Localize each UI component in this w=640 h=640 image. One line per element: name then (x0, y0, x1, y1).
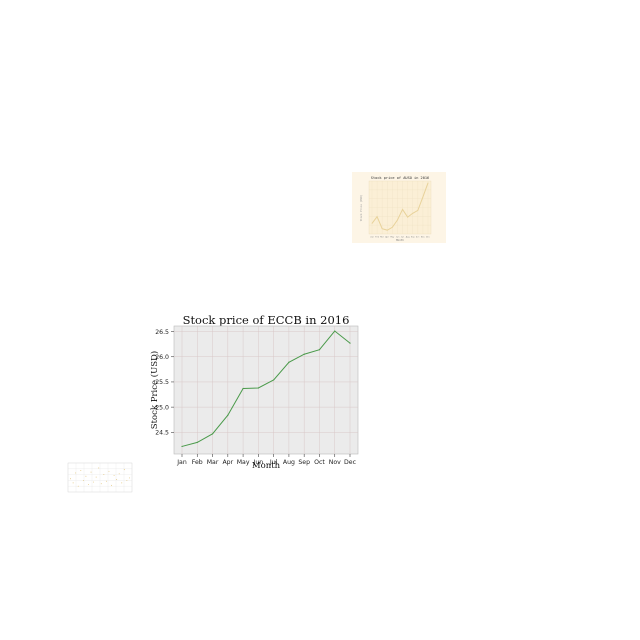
scatter-point (113, 474, 115, 476)
y-axis-label: Stock Price (USD) (149, 351, 160, 429)
data-points (181, 330, 351, 448)
thumbnail-x-tick-label: Mar (380, 237, 385, 239)
thumbnail-x-tick-label: May (390, 237, 395, 239)
data-point (242, 387, 244, 390)
x-tick-label: Nov (329, 459, 341, 466)
scatter-point (103, 474, 105, 476)
scatter-point (85, 475, 87, 477)
thumbnail-x-tick-label: Aug (406, 236, 411, 239)
data-point (211, 433, 214, 435)
scatter-point (121, 482, 123, 484)
y-tick-label: 24.5 (155, 430, 169, 437)
thumbnail-x-tick-label: Feb (375, 237, 380, 239)
scatter-point (108, 470, 110, 472)
thumbnail-y-label: Stock Price (USD) (359, 194, 363, 221)
scatter-point (70, 478, 72, 480)
data-point (303, 353, 305, 355)
scatter-point (98, 467, 100, 469)
scatter-point (105, 480, 107, 482)
thumbnail-series-line (371, 182, 429, 231)
scatter-point (82, 479, 84, 481)
scatter-point (90, 471, 92, 473)
thumbnail-point (407, 216, 409, 218)
thumbnail-point (402, 209, 403, 210)
scatter-point (116, 479, 118, 481)
data-point (349, 342, 351, 344)
scatter-point (123, 469, 125, 471)
thumbnail-x-tick-label: Sep (411, 237, 416, 239)
data-point (196, 441, 198, 444)
thumbnail-point (371, 223, 373, 224)
series-line (181, 330, 351, 447)
data-point (273, 379, 275, 381)
thumbnail-point (381, 228, 383, 230)
thumbnail-x-ticks: Jan Feb Mar Apr May Jun Jul Aug Sep Oct Nov Dec (370, 236, 431, 239)
x-axis-ticks: Jan Feb Mar Apr May Jun Jul Aug Sep Oct Nov Dec (176, 454, 357, 466)
thumbnail-grid (369, 181, 431, 234)
thumbnail-title: Stock price of AUSO in 2016 (371, 176, 429, 180)
thumbnail-point (427, 182, 429, 184)
thumbnail-x-tick-label: Nov (421, 237, 426, 239)
thumbnail-point (417, 209, 419, 211)
scatter-point (80, 470, 82, 471)
data-point (288, 361, 290, 363)
thumbnail-point (422, 196, 424, 198)
scatter-points (70, 467, 130, 487)
y-tick-label: 25.5 (155, 379, 169, 386)
thumbnail-x-tick-label: Apr (385, 236, 390, 239)
x-tick-label: Jul (269, 459, 278, 466)
chart-title: Stock price of ECCB in 2016 (183, 313, 350, 327)
thumbnail-x-tick-label: Jun (396, 237, 401, 239)
x-tick-label: Feb (192, 459, 203, 466)
thumbnail-x-label: Month (396, 238, 404, 242)
x-tick-label: Dec (344, 459, 357, 466)
data-point (257, 387, 259, 389)
scatter-point (118, 473, 120, 475)
x-tick-label: Jun (253, 459, 264, 466)
thumbnail-point (376, 216, 378, 218)
data-point (181, 445, 183, 448)
scatter-point (100, 483, 102, 485)
data-point (334, 330, 336, 332)
x-axis-label: Month (252, 461, 281, 471)
thumbnail-x-tick-label: Jul (401, 237, 406, 239)
plot-area (173, 325, 359, 455)
scatter-point (77, 485, 79, 487)
thumbnail-point (386, 229, 388, 231)
x-tick-label: May (237, 459, 250, 466)
scatter-point (95, 476, 97, 478)
thumbnail-points (371, 182, 429, 231)
thumbnail-point (412, 212, 414, 214)
scatter-point (111, 484, 112, 486)
x-tick-label: Mar (207, 459, 219, 466)
y-tick-label: 25.0 (155, 404, 169, 411)
thumbnail-point (397, 219, 398, 221)
y-axis-ticks: 24.5 25.0 25.5 26.0 26.5 (155, 329, 174, 437)
data-point (227, 414, 229, 416)
thumbnail-x-tick-label: Jan (370, 237, 375, 239)
scatter-point (128, 477, 130, 479)
x-tick-label: Apr (222, 459, 233, 466)
thumbnail-x-tick-label: Dec (426, 237, 431, 239)
scatter-point (72, 482, 74, 484)
x-tick-label: Oct (314, 459, 325, 466)
data-point (318, 349, 321, 351)
y-tick-label: 26.0 (155, 354, 169, 361)
x-tick-label: Sep (298, 459, 310, 466)
scatter-point (126, 479, 128, 481)
scatter-grid (68, 463, 132, 492)
y-tick-label: 26.5 (155, 329, 169, 336)
grid-lines (174, 326, 358, 454)
scatter-point (93, 481, 95, 483)
x-tick-label: Jan (176, 459, 187, 466)
thumbnail-x-tick-label: Oct (416, 236, 421, 239)
thumbnail-point (391, 226, 393, 228)
x-tick-label: Aug (283, 459, 295, 466)
scatter-point (88, 484, 89, 485)
scatter-point (75, 472, 77, 474)
